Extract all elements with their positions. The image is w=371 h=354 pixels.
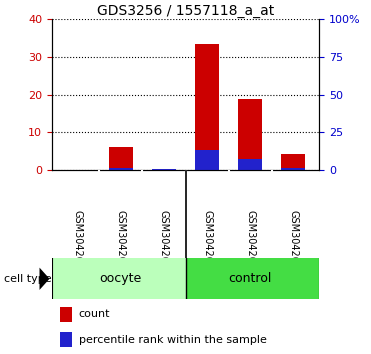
Bar: [52, 258, 186, 299]
Bar: [238, 99, 262, 170]
Bar: [109, 168, 133, 170]
Text: cell type: cell type: [4, 274, 51, 284]
Bar: [186, 258, 319, 299]
Text: oocyte: oocyte: [100, 272, 142, 285]
Bar: [281, 154, 305, 170]
Polygon shape: [39, 268, 50, 290]
Text: GSM304264: GSM304264: [245, 210, 255, 269]
Bar: [60, 332, 72, 347]
Text: GSM304262: GSM304262: [159, 210, 169, 269]
Bar: [281, 168, 305, 170]
Text: percentile rank within the sample: percentile rank within the sample: [79, 335, 266, 345]
Bar: [195, 150, 219, 170]
Text: GSM304263: GSM304263: [202, 210, 212, 269]
Bar: [109, 147, 133, 170]
Text: GSM304260: GSM304260: [73, 210, 83, 269]
Text: GSM304261: GSM304261: [116, 210, 126, 269]
Title: GDS3256 / 1557118_a_at: GDS3256 / 1557118_a_at: [97, 5, 274, 18]
Bar: [60, 307, 72, 322]
Text: GSM304265: GSM304265: [288, 210, 298, 269]
Bar: [195, 44, 219, 170]
Text: count: count: [79, 309, 110, 320]
Text: control: control: [229, 272, 272, 285]
Bar: [238, 159, 262, 170]
